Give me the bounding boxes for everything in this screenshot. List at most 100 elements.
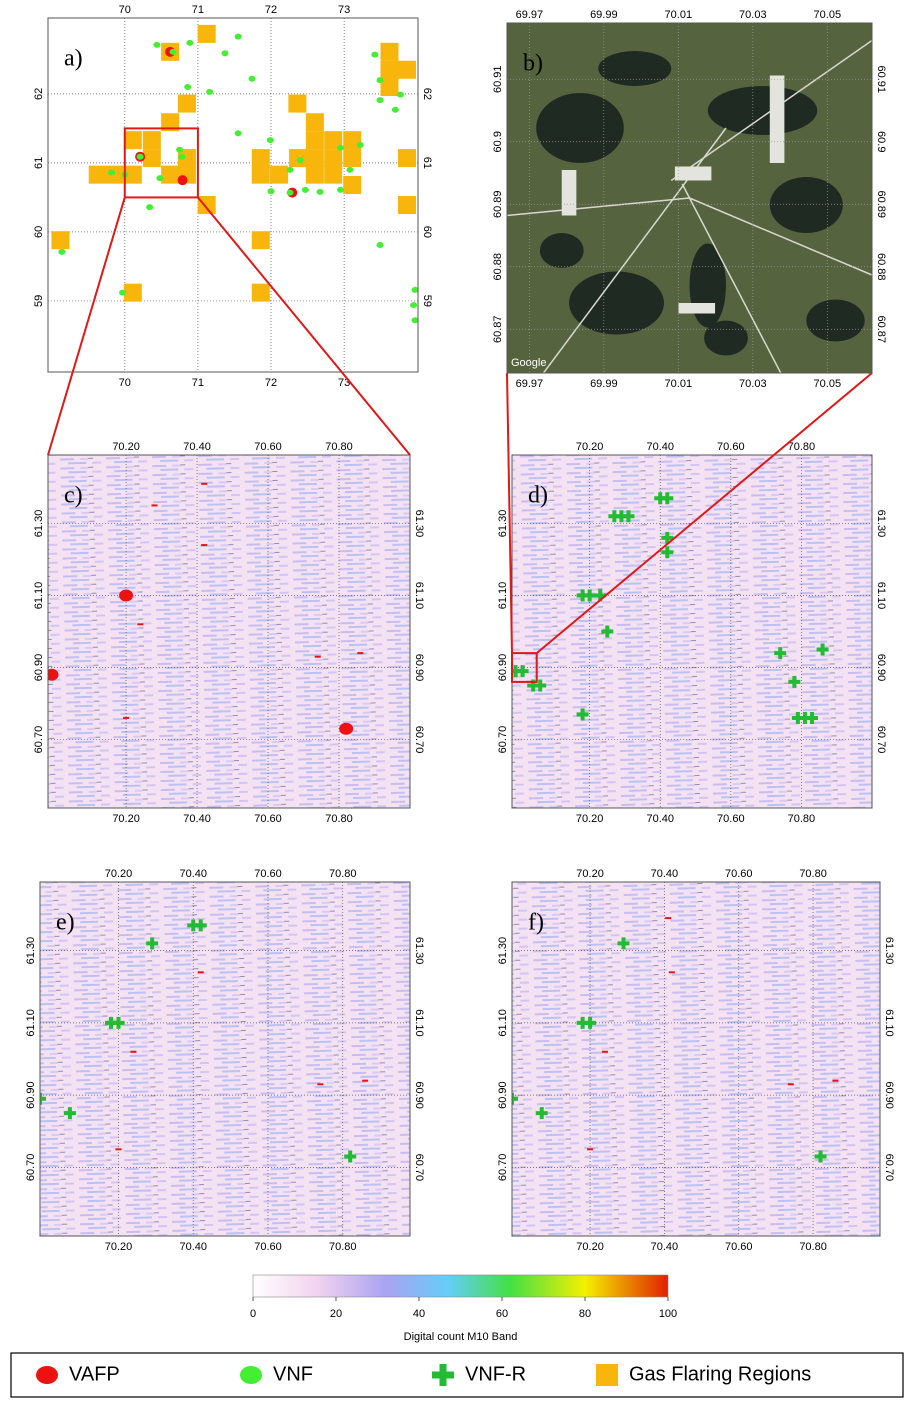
vnf-point (235, 130, 242, 136)
legend-marker (596, 1364, 618, 1386)
vafp-pixel (130, 1051, 136, 1053)
vnf-point (287, 190, 294, 196)
lake (569, 272, 664, 335)
vnf-point (206, 89, 213, 95)
panel-1: Google (507, 23, 872, 373)
gas-flaring-cell (252, 284, 270, 302)
x-tick-label: 70.40 (183, 813, 211, 825)
vnf-point (337, 145, 344, 151)
x-tick-label: 70.40 (646, 813, 674, 825)
gas-flaring-cell (343, 149, 361, 167)
x-tick-label: 70.03 (739, 9, 767, 21)
y-tick-label: 61.10 (25, 1009, 37, 1037)
lake (536, 93, 624, 163)
vnf-point (58, 249, 65, 255)
gas-flaring-cell (398, 196, 416, 214)
gas-flaring-cell (252, 166, 270, 184)
x-tick-label: 70.80 (329, 868, 357, 880)
legend-label: VNF-R (465, 1363, 526, 1385)
colorbar-tick-label: 20 (330, 1308, 342, 1320)
y-tick-label: 60.90 (497, 654, 509, 682)
vafp-pixel (602, 1051, 608, 1053)
gas-flaring-cell (198, 25, 216, 43)
y-tick-label: 62 (33, 88, 45, 100)
x-tick-label: 70.80 (788, 813, 816, 825)
y-tick-label: 60.9 (875, 131, 887, 152)
x-tick-label: 70.40 (651, 868, 679, 880)
vnf-point (146, 204, 153, 210)
x-tick-label: 72 (265, 377, 277, 389)
y-tick-label: 61.10 (497, 582, 509, 610)
vafp-pixel (832, 1080, 838, 1082)
vafp-pixel (151, 504, 157, 506)
vafp-pixel (115, 1148, 121, 1150)
colorbar-tick-label: 100 (659, 1308, 677, 1320)
y-tick-label: 61.30 (497, 510, 509, 538)
x-tick-label: 70.60 (254, 868, 282, 880)
y-tick-label: 61.30 (497, 937, 509, 965)
y-tick-label: 61.30 (413, 937, 425, 965)
x-tick-label: 70.60 (254, 1241, 282, 1253)
facility (675, 167, 712, 181)
vnf-point (221, 50, 228, 56)
legend-label: VAFP (69, 1363, 120, 1385)
x-tick-label: 70.05 (814, 9, 842, 21)
x-tick-label: 70.20 (112, 441, 140, 453)
gas-flaring-cell (306, 113, 324, 131)
lake (598, 51, 671, 86)
x-tick-label: 70 (119, 4, 131, 16)
x-tick-label: 70.60 (725, 1241, 753, 1253)
y-tick-label: 60.87 (492, 315, 504, 343)
y-tick-label: 60.70 (413, 726, 425, 754)
vnf-point (176, 147, 183, 153)
gas-flaring-cell (198, 196, 216, 214)
vnf-point (297, 157, 304, 163)
x-tick-label: 70.20 (105, 868, 133, 880)
vnf-point (397, 92, 404, 98)
colorbar-tick-label: 40 (413, 1308, 425, 1320)
gas-flaring-cell (306, 131, 324, 149)
y-tick-label: 60.90 (25, 1081, 37, 1109)
gas-flaring-cell (89, 166, 107, 184)
vafp-pixel (317, 1083, 323, 1085)
map-bg (48, 18, 418, 372)
gas-flaring-cell (143, 149, 161, 167)
gas-flaring-cell (178, 95, 196, 113)
vnf-point (317, 189, 324, 195)
x-tick-label: 70.80 (799, 1241, 827, 1253)
gas-flaring-cell (124, 284, 142, 302)
y-tick-label: 60 (421, 226, 433, 238)
gas-flaring-cell (306, 166, 324, 184)
x-tick-label: 70.60 (717, 813, 745, 825)
x-tick-label: 70.20 (105, 1241, 133, 1253)
vnf-point (119, 290, 126, 296)
vafp-pixel (198, 971, 204, 973)
vafp-pixel (788, 1083, 794, 1085)
vnf-point (287, 167, 294, 173)
colorbar (253, 1275, 668, 1297)
y-tick-label: 60.70 (33, 726, 45, 754)
legend-label: Gas Flaring Regions (629, 1363, 811, 1385)
y-tick-label: 62 (421, 88, 433, 100)
gas-flaring-cell (324, 166, 342, 184)
y-tick-label: 61.30 (25, 937, 37, 965)
texture (512, 455, 872, 808)
y-tick-label: 60.91 (875, 65, 887, 93)
x-tick-label: 70.40 (651, 1241, 679, 1253)
y-tick-label: 59 (33, 295, 45, 307)
x-tick-label: 70.80 (325, 813, 353, 825)
gas-flaring-cell (324, 149, 342, 167)
gas-flaring-cell (288, 95, 306, 113)
vnf-point (170, 49, 177, 55)
x-tick-label: 71 (192, 4, 204, 16)
y-tick-label: 60.70 (413, 1154, 425, 1182)
vafp-pixel (357, 652, 363, 654)
vnf-point (376, 77, 383, 83)
y-tick-label: 60.70 (25, 1154, 37, 1182)
panel-label: d) (528, 483, 548, 509)
legend-label: VNF (273, 1363, 313, 1385)
x-tick-label: 70.80 (799, 868, 827, 880)
texture (48, 455, 410, 808)
vafp-pixel (137, 623, 143, 625)
x-tick-label: 70.80 (788, 441, 816, 453)
